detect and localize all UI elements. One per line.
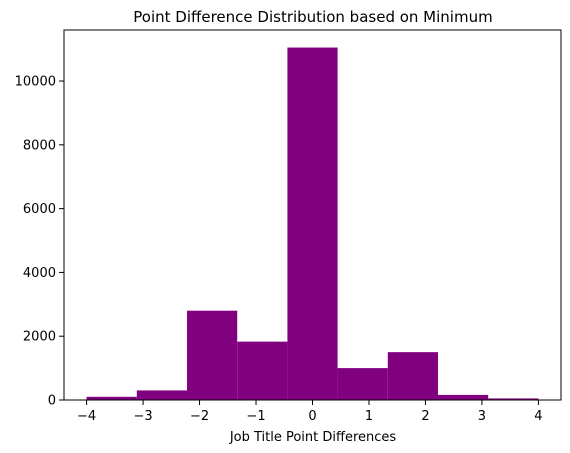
x-tick-label: 4 xyxy=(534,409,542,424)
y-tick-label: 8000 xyxy=(23,138,56,153)
x-tick-label: 3 xyxy=(478,409,486,424)
y-tick-label: 0 xyxy=(48,394,56,409)
y-tick-label: 6000 xyxy=(23,202,56,217)
y-tick-label: 10000 xyxy=(15,75,56,90)
histogram-bar xyxy=(86,396,137,400)
histogram-bar xyxy=(437,394,489,400)
y-ticks-group: 0 2000 4000 6000 8000 10000 xyxy=(15,75,64,409)
y-tick-label: 4000 xyxy=(23,266,56,281)
x-tick-label: 0 xyxy=(308,409,316,424)
bars-group xyxy=(86,47,539,401)
x-tick-label: −3 xyxy=(133,409,152,424)
y-tick-label: 2000 xyxy=(23,330,56,345)
histogram-bar xyxy=(187,310,238,400)
histogram-bar xyxy=(287,47,338,401)
x-tick-label: −2 xyxy=(190,409,209,424)
x-tick-label: 2 xyxy=(421,409,429,424)
histogram-bar xyxy=(136,390,188,400)
histogram-bar xyxy=(488,398,539,400)
x-axis-label: Job Title Point Differences xyxy=(229,430,397,445)
x-ticks-group: −4 −3 −2 −1 0 1 2 3 4 xyxy=(77,400,543,424)
plot-frame xyxy=(63,29,562,401)
histogram-bar xyxy=(237,341,288,400)
x-tick-label: −1 xyxy=(246,409,265,424)
histogram-bar xyxy=(337,368,388,400)
histogram-bar xyxy=(387,352,438,400)
x-tick-label: 1 xyxy=(365,409,373,424)
x-tick-label: −4 xyxy=(77,409,96,424)
chart-title: Point Difference Distribution based on M… xyxy=(133,8,492,26)
